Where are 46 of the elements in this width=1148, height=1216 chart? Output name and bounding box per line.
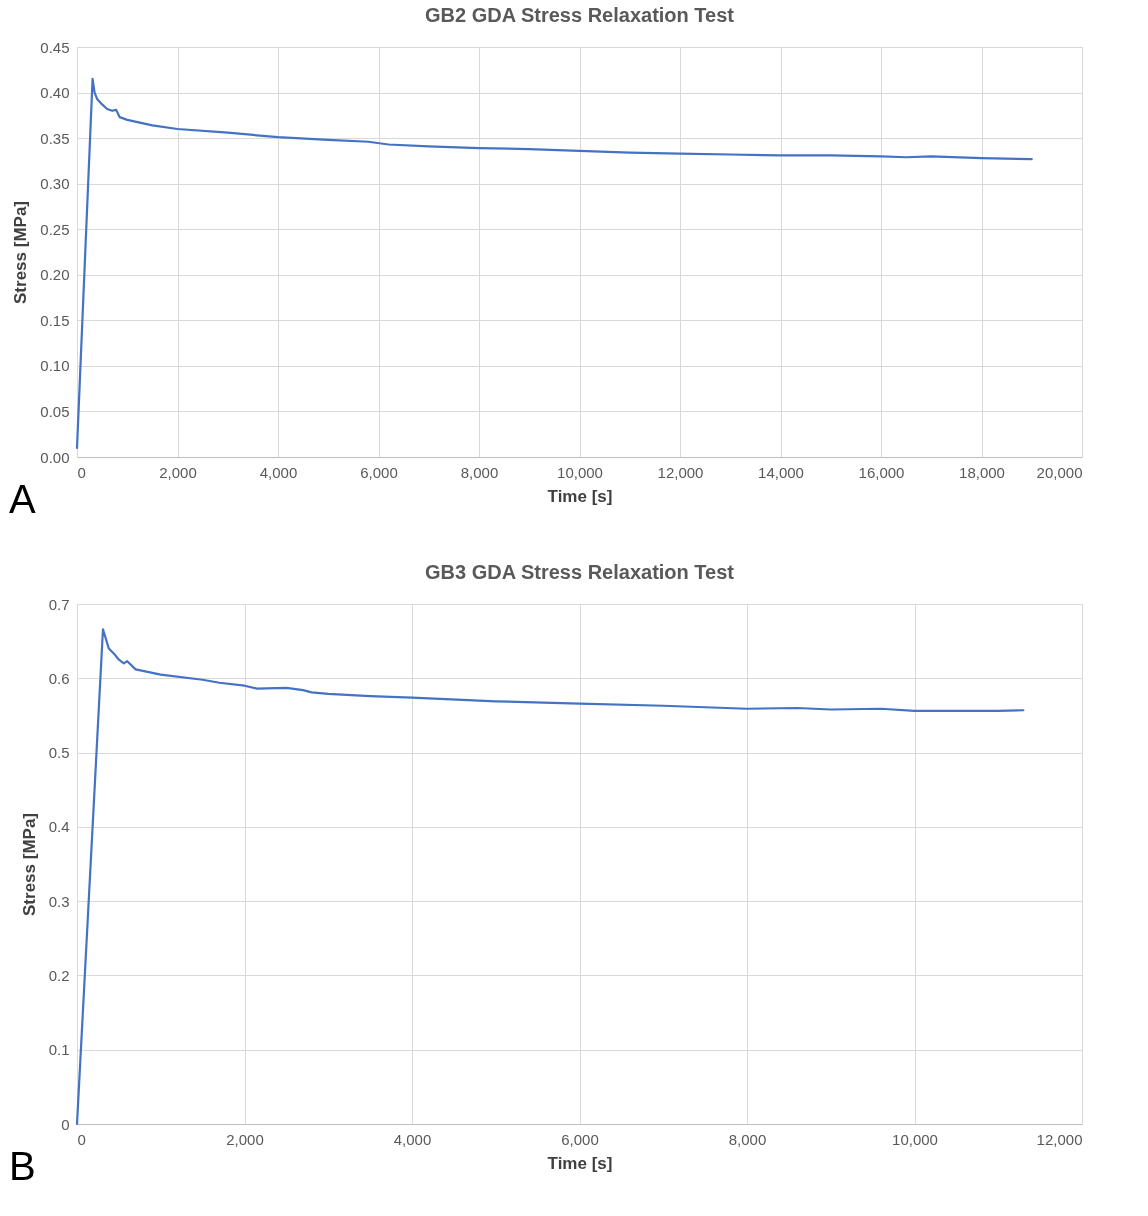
x-tick-label: 10,000 bbox=[892, 1130, 938, 1148]
x-tick-label: 16,000 bbox=[858, 463, 905, 481]
y-tick-label: 0.20 bbox=[40, 266, 70, 284]
x-tick-label: 8,000 bbox=[728, 1130, 767, 1148]
y-tick-label: 0 bbox=[61, 1115, 70, 1133]
x-tick-label: 8,000 bbox=[460, 463, 499, 481]
x-tick-label: 14,000 bbox=[758, 463, 804, 481]
y-tick-label: 0.1 bbox=[48, 1041, 70, 1059]
y-tick-label: 0.3 bbox=[48, 892, 70, 910]
y-tick-label: 0.4 bbox=[48, 818, 70, 836]
line-series bbox=[75, 77, 1033, 449]
text: B bbox=[9, 1144, 36, 1188]
x-tick-label: 10,000 bbox=[557, 463, 603, 481]
x-axis-title: Time [s] bbox=[547, 1153, 613, 1173]
y-tick-label: 0.7 bbox=[48, 595, 70, 613]
x-tick-label: 6,000 bbox=[360, 463, 398, 481]
y-tick-label: 0.00 bbox=[40, 448, 70, 466]
y-axis-title: Stress [MPa] bbox=[11, 201, 31, 304]
y-tick-label: 0.45 bbox=[40, 38, 70, 56]
x-tick-label: 2,000 bbox=[226, 1130, 264, 1148]
y-tick-label: 0.6 bbox=[48, 669, 70, 687]
y-tick-label: 0.25 bbox=[40, 220, 70, 238]
y-tick-label: 0.10 bbox=[40, 357, 70, 375]
y-tick-label: 0.2 bbox=[48, 966, 70, 984]
y-tick-label: 0.40 bbox=[40, 84, 70, 102]
chart-title: GB3 GDA Stress Relaxation Test bbox=[425, 561, 735, 583]
x-tick-label: 18,000 bbox=[959, 463, 1005, 481]
x-tick-label: 2,000 bbox=[159, 463, 197, 481]
x-tick-label: 12,000 bbox=[657, 463, 704, 481]
x-tick-label: 20,000 bbox=[1036, 463, 1083, 481]
chart-title: GB2 GDA Stress Relaxation Test bbox=[425, 4, 735, 26]
x-tick-label: 0 bbox=[77, 1130, 86, 1148]
x-tick-label: 12,000 bbox=[1036, 1130, 1083, 1148]
x-tick-label: 0 bbox=[77, 463, 86, 481]
y-tick-label: 0.35 bbox=[40, 129, 70, 147]
x-tick-label: 6,000 bbox=[561, 1130, 599, 1148]
x-axis-title: Time [s] bbox=[547, 486, 613, 506]
y-axis-title: Stress [MPa] bbox=[19, 813, 39, 916]
y-tick-label: 0.15 bbox=[40, 311, 70, 329]
x-tick-label: 4,000 bbox=[259, 463, 298, 481]
x-tick-label: 4,000 bbox=[393, 1130, 432, 1148]
y-tick-label: 0.30 bbox=[40, 175, 70, 193]
text: A bbox=[9, 477, 36, 521]
y-tick-label: 0.05 bbox=[40, 402, 70, 420]
y-tick-label: 0.5 bbox=[48, 744, 70, 762]
line-series bbox=[75, 628, 1025, 1126]
